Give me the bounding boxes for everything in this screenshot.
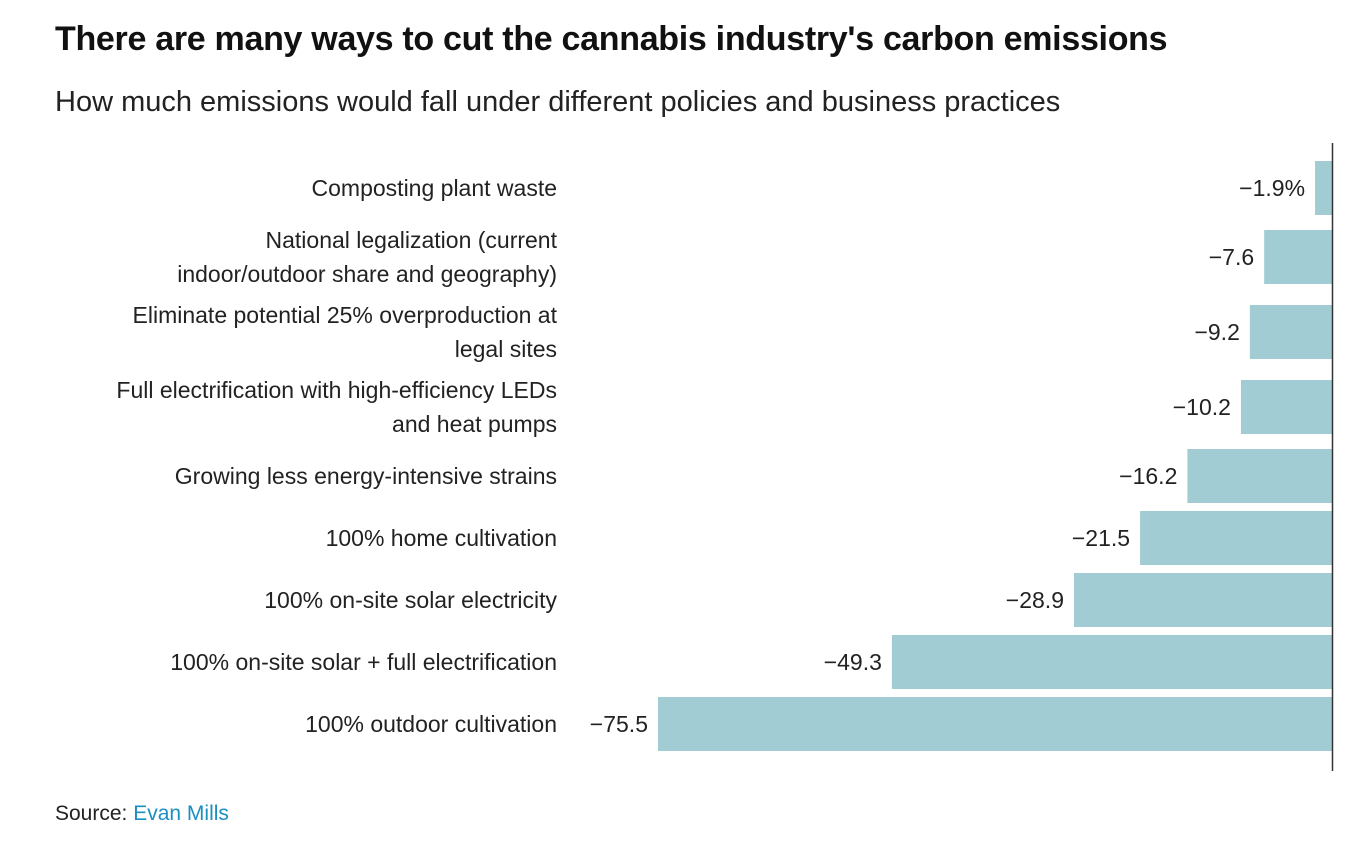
bar bbox=[658, 697, 1332, 751]
bar bbox=[1074, 573, 1332, 627]
bar-value-label: −49.3 bbox=[824, 649, 882, 675]
source-label: Source: bbox=[55, 802, 128, 825]
category-label: Full electrification with high-efficienc… bbox=[116, 377, 557, 403]
chart-subtitle: How much emissions would fall under diff… bbox=[55, 86, 1061, 118]
category-label: legal sites bbox=[455, 336, 557, 362]
category-label: 100% home cultivation bbox=[326, 525, 557, 551]
bar bbox=[891, 635, 1332, 689]
category-label: Eliminate potential 25% overproduction a… bbox=[133, 302, 558, 328]
category-label: Composting plant waste bbox=[312, 175, 557, 201]
category-label: 100% outdoor cultivation bbox=[305, 711, 557, 737]
bar-value-label: −16.2 bbox=[1119, 463, 1177, 489]
bar-value-label: −28.9 bbox=[1006, 587, 1064, 613]
bar-value-label: −7.6 bbox=[1209, 244, 1254, 270]
bar-value-label: −9.2 bbox=[1194, 319, 1239, 345]
bar-value-label: −75.5 bbox=[590, 711, 648, 737]
bar-value-label: −21.5 bbox=[1072, 525, 1130, 551]
bar bbox=[1140, 511, 1332, 565]
bar bbox=[1249, 305, 1332, 359]
source-note: Source: Evan Mills bbox=[55, 802, 229, 826]
category-label: 100% on-site solar electricity bbox=[264, 587, 557, 613]
bar-value-label: −1.9% bbox=[1239, 175, 1305, 201]
chart-title: There are many ways to cut the cannabis … bbox=[55, 20, 1168, 58]
bar bbox=[1315, 161, 1332, 215]
category-label: and heat pumps bbox=[392, 411, 557, 437]
category-label: indoor/outdoor share and geography) bbox=[177, 261, 557, 287]
bar-value-label: −10.2 bbox=[1173, 394, 1231, 420]
category-label: National legalization (current bbox=[266, 227, 558, 253]
bar bbox=[1187, 449, 1332, 503]
bar bbox=[1240, 380, 1332, 434]
category-label: Growing less energy-intensive strains bbox=[175, 463, 557, 489]
source-link[interactable]: Evan Mills bbox=[133, 802, 229, 825]
bar bbox=[1264, 230, 1332, 284]
category-label: 100% on-site solar + full electrificatio… bbox=[170, 649, 557, 675]
